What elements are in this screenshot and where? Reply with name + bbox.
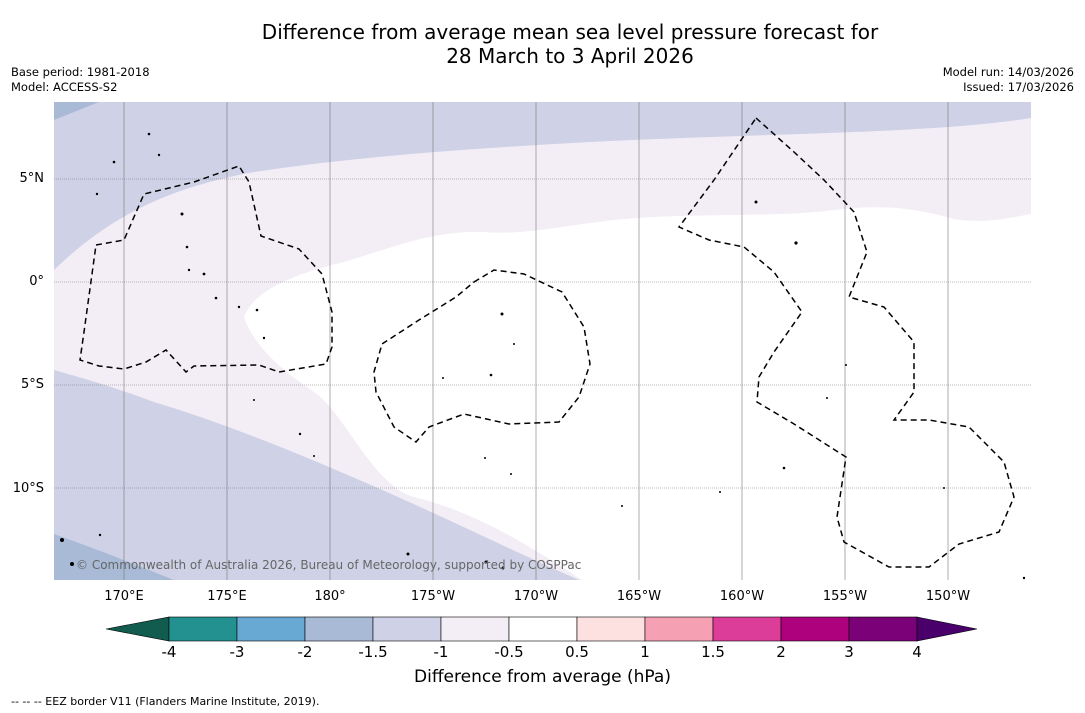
map-canvas	[54, 102, 1031, 580]
cbar-tick: -3	[229, 643, 245, 661]
copyright-notice: © Commonwealth of Australia 2026, Bureau…	[76, 558, 582, 572]
cbar-tick: 3	[844, 643, 854, 661]
lat-label-5n: 5°N	[19, 171, 45, 186]
eez-phoenix-border	[373, 269, 591, 443]
eez-line-islands-border	[677, 116, 1015, 568]
cbar-tick: 0.5	[565, 643, 589, 661]
lat-label-5s: 5°S	[20, 377, 44, 392]
graticule-lat	[54, 178, 1031, 489]
islands	[60, 132, 1026, 580]
lon-label-170e: 170°E	[104, 589, 144, 604]
colorbar	[106, 616, 978, 642]
eez-tuvalu-border	[79, 165, 333, 374]
base-period: Base period: 1981-2018	[11, 65, 150, 79]
cbar-tick: 1.5	[701, 643, 725, 661]
region-anomaly-minus2-bottom	[54, 534, 174, 580]
cbar-tick: 4	[912, 643, 922, 661]
eez-footnote: -- -- -- EEZ border V11 (Flanders Marine…	[11, 695, 320, 708]
map-panel	[54, 102, 1031, 580]
colorbar-swatch	[576, 616, 646, 642]
title-line-2: 28 March to 3 April 2026	[446, 44, 694, 68]
cbar-tick: 1	[640, 643, 650, 661]
issued-date: Issued: 17/03/2026	[963, 80, 1074, 94]
colorbar-label: Difference from average (hPa)	[414, 667, 671, 687]
cbar-tick: -1.5	[358, 643, 388, 661]
model-run: Model run: 14/03/2026	[942, 65, 1074, 79]
colorbar-swatch	[644, 616, 714, 642]
cbar-tick: 2	[776, 643, 786, 661]
colorbar-swatch	[168, 616, 238, 642]
colorbar-extend-high	[916, 616, 978, 642]
colorbar-swatch	[372, 616, 442, 642]
lon-label-155w: 155°W	[822, 589, 868, 604]
lat-label-0: 0°	[29, 274, 44, 289]
colorbar-swatch	[440, 616, 510, 642]
lon-label-150w: 150°W	[925, 589, 971, 604]
cbar-tick: -4	[161, 643, 177, 661]
colorbar-extend-low	[106, 616, 170, 642]
lon-label-175e: 175°E	[207, 589, 247, 604]
meta-right: Model run: 14/03/2026 Issued: 17/03/2026	[943, 65, 1074, 95]
title-line-1: Difference from average mean sea level p…	[261, 20, 879, 44]
colorbar-swatch	[304, 616, 374, 642]
region-anomaly-minus2-top	[54, 102, 99, 120]
model-name: Model: ACCESS-S2	[11, 80, 118, 94]
colorbar-swatch	[236, 616, 306, 642]
region-anomaly-near-zero	[244, 207, 1031, 580]
lon-label-160w: 160°W	[719, 589, 765, 604]
lon-label-170w: 170°W	[513, 589, 559, 604]
map-title: Difference from average mean sea level p…	[0, 20, 1085, 68]
lon-label-175w: 175°W	[410, 589, 456, 604]
lon-label-165w: 165°W	[616, 589, 662, 604]
meta-left: Base period: 1981-2018 Model: ACCESS-S2	[11, 65, 150, 95]
lat-label-10s: 10°S	[12, 481, 44, 496]
eez-borders	[79, 116, 1015, 568]
colorbar-swatch	[712, 616, 782, 642]
cbar-tick: -2	[297, 643, 313, 661]
lon-label-180: 180°	[314, 589, 346, 604]
cbar-tick: -1	[433, 643, 449, 661]
colorbar-swatch	[508, 616, 578, 642]
graticule-lon	[123, 102, 949, 580]
cbar-tick: -0.5	[494, 643, 524, 661]
colorbar-swatch	[780, 616, 850, 642]
colorbar-swatch	[848, 616, 918, 642]
